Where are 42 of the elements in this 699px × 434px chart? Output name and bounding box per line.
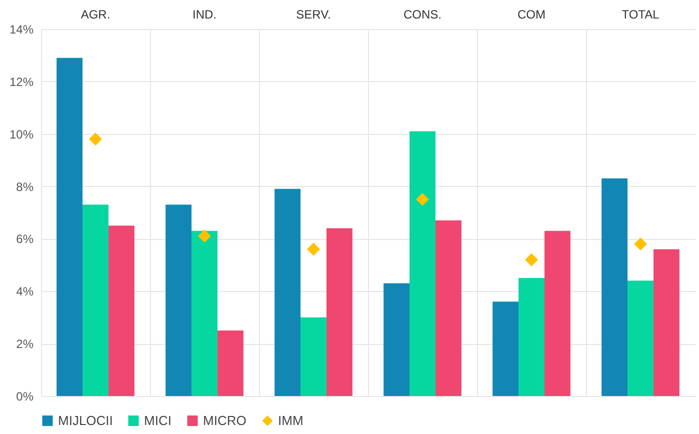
point [634, 237, 648, 250]
y-tick-label: 8% [16, 180, 34, 194]
bar [384, 283, 410, 396]
bar [192, 230, 218, 396]
y-tick-label: 0% [16, 390, 34, 404]
y-tick-label: 14% [9, 22, 34, 36]
bar [544, 230, 570, 396]
bar [602, 178, 628, 396]
point [524, 253, 538, 266]
y-tick-label: 12% [9, 74, 34, 89]
bar [518, 278, 544, 396]
legend-label: MICRO [203, 412, 246, 428]
point [198, 230, 212, 243]
bar [435, 220, 462, 396]
legend-label: MICI [144, 412, 172, 428]
bar [326, 228, 352, 396]
bar [653, 249, 680, 396]
legend-label: MIJLOCII [58, 412, 113, 428]
point [416, 192, 430, 206]
x-tick-label: IND. [192, 8, 216, 22]
bar [492, 302, 519, 396]
bar [166, 204, 192, 396]
x-tick-label: AGR. [80, 8, 110, 22]
y-tick-label: 4% [16, 284, 34, 299]
bar [108, 226, 134, 396]
bar [82, 204, 108, 396]
x-tick-label: COM [518, 8, 546, 22]
bar [56, 58, 83, 396]
x-tick-label: TOTAL [622, 8, 660, 22]
y-tick-label: 2% [16, 337, 34, 352]
x-tick-label: SERV. [296, 8, 331, 22]
point [306, 242, 320, 256]
bar [628, 280, 654, 396]
point [88, 132, 102, 146]
x-tick-label: CONS. [403, 8, 442, 22]
y-tick-label: 6% [16, 232, 34, 246]
bar [410, 131, 436, 396]
bar [274, 188, 301, 396]
bar [217, 330, 244, 396]
y-tick-label: 10% [9, 127, 34, 142]
legend-label: IMM [278, 412, 304, 428]
bar [300, 317, 326, 396]
